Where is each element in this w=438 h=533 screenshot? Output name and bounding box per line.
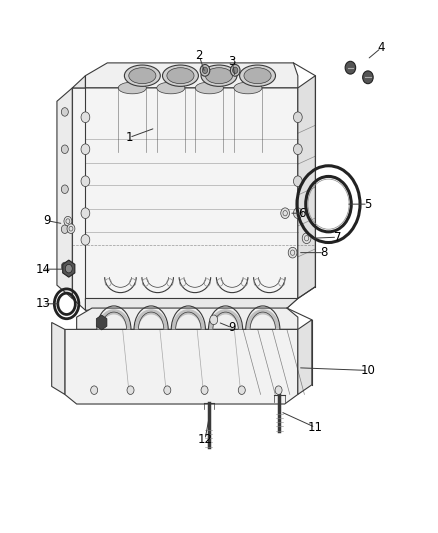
Circle shape <box>61 145 68 154</box>
Text: 11: 11 <box>308 421 323 434</box>
Text: 10: 10 <box>360 364 375 377</box>
Text: 6: 6 <box>298 207 306 220</box>
Circle shape <box>61 262 68 271</box>
Polygon shape <box>298 76 315 298</box>
Circle shape <box>281 208 290 219</box>
Text: 1: 1 <box>125 131 133 144</box>
Circle shape <box>363 71 373 84</box>
Polygon shape <box>72 88 298 310</box>
Wedge shape <box>172 309 205 329</box>
Ellipse shape <box>195 82 223 94</box>
Ellipse shape <box>162 65 198 86</box>
Text: 2: 2 <box>195 50 203 62</box>
Circle shape <box>238 386 245 394</box>
Circle shape <box>293 176 302 187</box>
Polygon shape <box>57 88 72 298</box>
Ellipse shape <box>129 68 156 84</box>
Wedge shape <box>246 309 279 329</box>
Circle shape <box>210 315 218 325</box>
Circle shape <box>61 225 68 233</box>
Circle shape <box>91 386 98 394</box>
Polygon shape <box>65 329 298 404</box>
Text: 14: 14 <box>35 263 50 276</box>
Circle shape <box>81 235 90 245</box>
Polygon shape <box>77 308 298 329</box>
Text: 12: 12 <box>198 433 212 446</box>
Circle shape <box>275 386 282 394</box>
Circle shape <box>293 144 302 155</box>
Circle shape <box>81 176 90 187</box>
Circle shape <box>81 112 90 123</box>
Circle shape <box>201 386 208 394</box>
Text: 7: 7 <box>333 231 341 244</box>
Circle shape <box>202 67 208 74</box>
Ellipse shape <box>167 68 194 84</box>
Text: 13: 13 <box>35 297 50 310</box>
Wedge shape <box>97 309 131 329</box>
Polygon shape <box>85 298 298 310</box>
Text: 4: 4 <box>377 42 385 54</box>
Ellipse shape <box>234 82 262 94</box>
Circle shape <box>302 233 311 244</box>
Polygon shape <box>85 63 298 88</box>
Text: 3: 3 <box>229 55 236 68</box>
Circle shape <box>345 61 356 74</box>
Text: 9: 9 <box>43 214 51 227</box>
Ellipse shape <box>244 68 271 84</box>
Circle shape <box>288 247 297 258</box>
Circle shape <box>61 185 68 193</box>
Ellipse shape <box>124 65 160 86</box>
Ellipse shape <box>157 82 185 94</box>
Text: 8: 8 <box>321 246 328 259</box>
Circle shape <box>65 264 72 273</box>
Circle shape <box>64 216 72 226</box>
Circle shape <box>81 144 90 155</box>
Circle shape <box>164 386 171 394</box>
Circle shape <box>200 64 210 76</box>
Circle shape <box>127 386 134 394</box>
Text: 5: 5 <box>364 198 371 211</box>
Circle shape <box>67 224 75 233</box>
Ellipse shape <box>201 65 237 86</box>
Circle shape <box>230 64 240 76</box>
Circle shape <box>61 108 68 116</box>
Polygon shape <box>96 315 107 330</box>
Polygon shape <box>298 320 312 394</box>
Circle shape <box>293 112 302 123</box>
Polygon shape <box>52 322 65 394</box>
Wedge shape <box>209 309 242 329</box>
Circle shape <box>233 67 238 74</box>
Ellipse shape <box>118 82 146 94</box>
Ellipse shape <box>205 68 233 84</box>
Polygon shape <box>63 260 75 277</box>
Polygon shape <box>72 76 85 88</box>
Wedge shape <box>134 309 168 329</box>
Text: 9: 9 <box>228 321 236 334</box>
Ellipse shape <box>240 65 276 86</box>
Circle shape <box>81 208 90 219</box>
Circle shape <box>293 208 302 219</box>
